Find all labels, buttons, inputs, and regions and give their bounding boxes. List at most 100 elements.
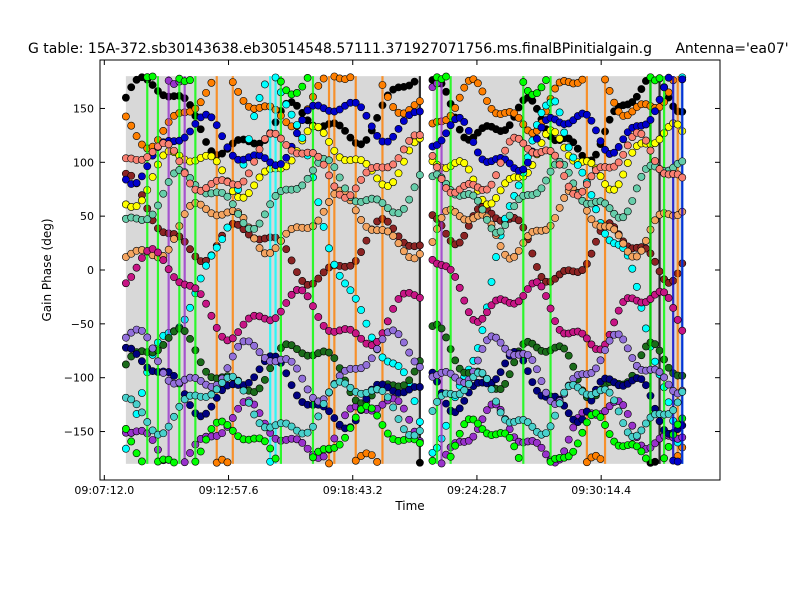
data-point xyxy=(514,216,523,225)
data-point xyxy=(293,121,301,129)
data-point xyxy=(127,273,136,281)
data-point xyxy=(228,352,237,361)
series-16 xyxy=(121,128,687,202)
data-point xyxy=(164,422,173,431)
data-point xyxy=(378,81,387,89)
data-point xyxy=(186,303,194,312)
data-point xyxy=(207,390,216,399)
data-point xyxy=(212,121,221,130)
data-point xyxy=(592,237,600,246)
data-point xyxy=(473,196,482,205)
data-point xyxy=(437,459,446,468)
data-point xyxy=(464,308,473,317)
data-point xyxy=(202,409,210,418)
data-point xyxy=(605,204,614,213)
data-point xyxy=(207,152,216,161)
data-point xyxy=(164,245,173,254)
data-point xyxy=(460,231,469,240)
data-point xyxy=(202,367,210,376)
data-point xyxy=(223,364,232,373)
data-point xyxy=(637,246,646,255)
data-point xyxy=(455,429,464,438)
data-point xyxy=(346,424,355,432)
data-point xyxy=(330,146,339,155)
data-point xyxy=(330,354,339,363)
series-12 xyxy=(121,245,687,354)
data-point xyxy=(143,153,152,162)
data-point xyxy=(244,398,253,407)
data-point xyxy=(239,177,248,186)
data-point xyxy=(202,184,210,192)
data-point xyxy=(451,441,460,450)
data-point xyxy=(394,362,403,370)
data-point xyxy=(319,207,328,216)
data-point xyxy=(314,274,323,283)
data-point xyxy=(373,411,382,420)
data-point xyxy=(551,128,559,136)
data-point xyxy=(560,172,569,180)
data-point xyxy=(287,290,296,299)
data-point xyxy=(664,73,673,82)
data-point xyxy=(255,219,264,228)
data-point xyxy=(637,85,646,93)
data-point xyxy=(587,249,596,258)
data-point xyxy=(351,98,360,107)
data-point xyxy=(234,328,243,337)
data-point xyxy=(159,126,168,135)
data-point xyxy=(505,159,514,168)
data-point xyxy=(542,388,550,397)
data-point xyxy=(496,242,505,250)
data-point xyxy=(473,148,482,157)
data-point xyxy=(186,76,194,84)
data-point xyxy=(664,442,673,451)
data-point xyxy=(655,74,664,83)
data-point xyxy=(143,333,152,342)
x-tick-label: 09:24:28.7 xyxy=(447,484,507,497)
data-point xyxy=(319,160,328,169)
data-point xyxy=(483,406,491,415)
data-point xyxy=(186,179,194,188)
data-point xyxy=(138,357,146,366)
data-point xyxy=(469,138,478,146)
data-point xyxy=(533,134,541,143)
data-point xyxy=(228,200,237,209)
data-point xyxy=(619,150,628,159)
data-point xyxy=(218,378,226,387)
data-point xyxy=(399,338,408,347)
y-axis-label: Gain Phase (deg) xyxy=(40,218,54,321)
data-point xyxy=(250,341,259,350)
data-point xyxy=(442,399,450,408)
data-point xyxy=(587,172,596,181)
data-point xyxy=(367,333,376,342)
data-point xyxy=(632,92,641,101)
data-point xyxy=(473,419,482,428)
data-point xyxy=(533,89,541,98)
data-point xyxy=(191,457,200,466)
data-point xyxy=(314,81,323,90)
data-point xyxy=(389,103,398,111)
data-point xyxy=(578,168,587,177)
data-point xyxy=(655,267,664,276)
data-point xyxy=(678,326,687,335)
data-point xyxy=(673,398,682,407)
data-point xyxy=(325,137,333,146)
data-point xyxy=(293,391,301,400)
data-point xyxy=(605,87,614,95)
data-point xyxy=(596,356,605,365)
data-point xyxy=(276,307,285,316)
data-point xyxy=(276,160,285,168)
data-point xyxy=(542,292,550,300)
data-point xyxy=(523,158,532,167)
data-point xyxy=(619,419,628,428)
data-point xyxy=(218,132,226,141)
data-point xyxy=(378,199,387,207)
data-point xyxy=(373,174,382,183)
data-point xyxy=(478,326,487,335)
data-point xyxy=(483,375,491,383)
data-point xyxy=(569,138,578,147)
data-point xyxy=(596,455,605,463)
data-point xyxy=(293,101,301,110)
data-point xyxy=(309,422,317,431)
data-point xyxy=(399,404,408,413)
